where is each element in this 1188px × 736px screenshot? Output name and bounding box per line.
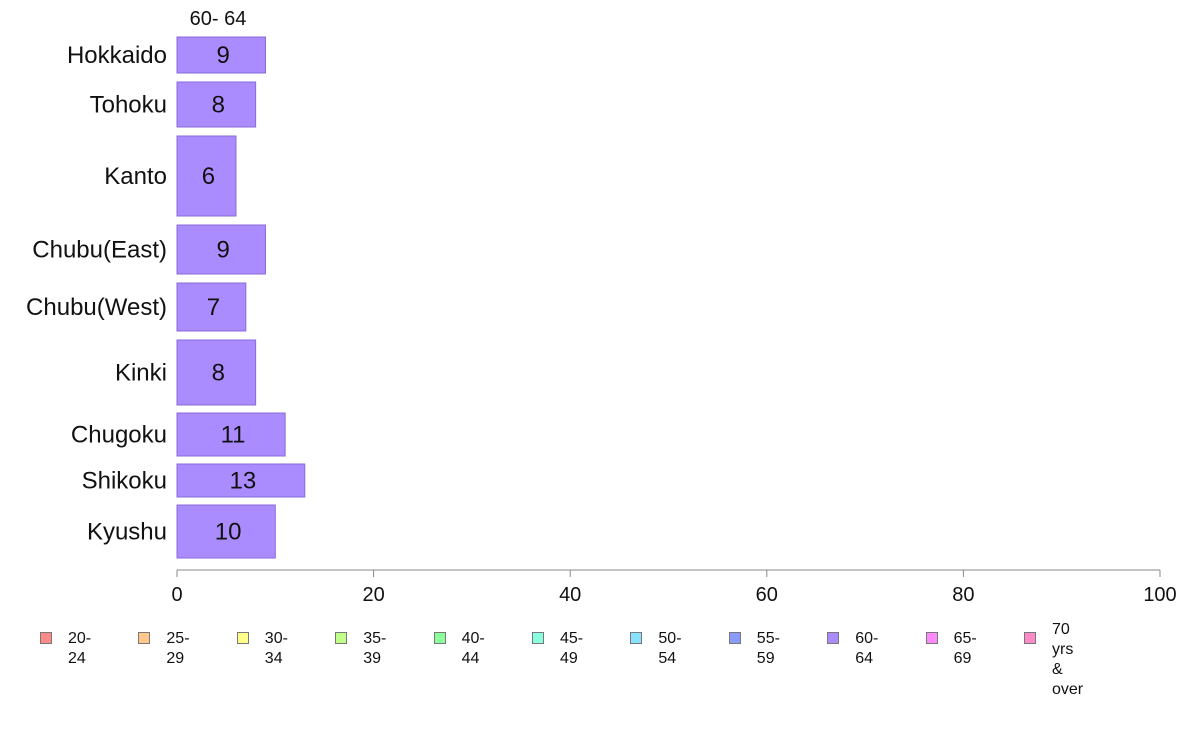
bar — [176, 81, 257, 128]
category-label: Chubu(East) — [32, 237, 167, 264]
legend-swatch — [40, 632, 52, 644]
legend-label: 50- 54 — [658, 630, 682, 667]
legend-swatch — [728, 632, 741, 644]
bar-value-label: 7 — [207, 294, 220, 321]
bar-row: Kyushu 10 — [87, 504, 276, 559]
bar — [176, 36, 266, 74]
legend-label: 20- 24 — [68, 630, 92, 667]
bar-row: Kanto 6 — [104, 135, 237, 217]
bar-value-label: 10 — [215, 519, 242, 546]
bar — [176, 224, 266, 275]
x-tick-label: 80 — [952, 584, 974, 606]
legend-label: 55- 59 — [756, 630, 780, 667]
legend-label: 65- 69 — [953, 630, 977, 667]
x-tick-label: 20 — [362, 584, 384, 606]
legend-label: 40- 44 — [461, 630, 485, 667]
bar — [176, 412, 286, 457]
category-label: Tohoku — [90, 92, 167, 119]
bar-row: Chubu(East) 9 — [32, 224, 266, 275]
category-label: Shikoku — [82, 468, 167, 495]
legend-label: 25- 29 — [166, 630, 190, 667]
bar-row: Chugoku 11 — [71, 412, 286, 457]
bar-value-label: 8 — [212, 92, 225, 119]
x-tick-label: 60 — [756, 584, 778, 606]
bar — [176, 282, 247, 332]
bar-row: Shikoku 13 — [82, 463, 306, 498]
bar-row: Chubu(West) 7 — [26, 282, 247, 332]
bar-row: Kinki 8 — [115, 339, 257, 406]
category-label: Kanto — [104, 163, 167, 190]
bar-value-label: 13 — [230, 468, 257, 495]
legend-swatch — [433, 632, 446, 644]
bar — [176, 504, 276, 559]
chart-legend: 20- 24 25- 29 30- 34 35- 39 40- 44 45- 49 50- … — [40, 620, 1160, 698]
bar-value-label: 8 — [212, 360, 225, 387]
category-label: Hokkaido — [67, 42, 167, 69]
x-tick-label: 40 — [559, 584, 581, 606]
x-tick-label: 0 — [171, 584, 182, 606]
x-tick-label: 100 — [1143, 584, 1176, 606]
legend-swatch — [532, 632, 544, 644]
bar-value-label: 11 — [221, 422, 246, 449]
legend-swatch — [630, 632, 643, 644]
category-label: Chugoku — [71, 422, 167, 449]
bar-chart: 60- 64 Hokkaido 9 Tohoku 8 Kanto 6 Chubu(East)… — [26, 8, 1177, 606]
legend-swatch — [1024, 632, 1036, 644]
category-label: Kyushu — [87, 519, 167, 546]
category-label: Kinki — [115, 360, 167, 387]
legend-label: 70 yrs & over — [1052, 621, 1084, 698]
bar — [176, 135, 237, 217]
bar — [176, 339, 257, 406]
legend-swatch — [925, 632, 938, 644]
series-column-label: 60- 64 — [190, 8, 247, 30]
bar-value-label: 9 — [217, 237, 230, 264]
category-label: Chubu(West) — [26, 294, 167, 321]
bar — [176, 463, 306, 498]
bar-value-label: 6 — [202, 163, 215, 190]
legend-swatch — [335, 632, 348, 644]
legend-label: 35- 39 — [363, 630, 387, 667]
bar-row: Hokkaido 9 — [67, 36, 266, 74]
legend-label: 45- 49 — [560, 630, 584, 667]
legend-swatch — [138, 632, 151, 644]
legend-label: 60- 64 — [855, 630, 879, 667]
legend-swatch — [827, 632, 840, 644]
legend-label: 30- 34 — [264, 630, 288, 667]
bar-row: Tohoku 8 — [90, 81, 257, 128]
legend-swatch — [236, 632, 249, 644]
bar-value-label: 9 — [217, 42, 230, 69]
